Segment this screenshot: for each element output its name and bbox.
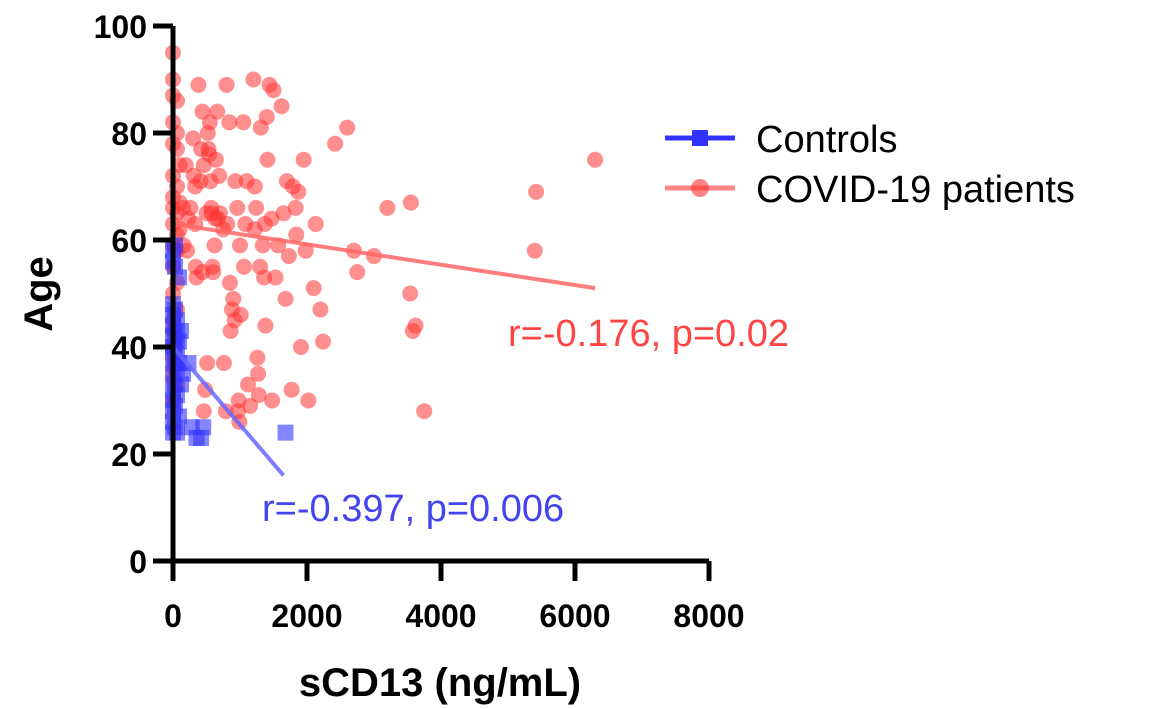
data-point-covid	[290, 183, 307, 200]
annotation-controls-correlation: r=-0.397, p=0.006	[262, 488, 564, 530]
y-tick-label: 40	[111, 330, 147, 366]
data-point-covid	[246, 178, 263, 195]
data-point-covid	[195, 403, 212, 420]
data-point-covid	[207, 151, 224, 168]
data-point-covid	[312, 301, 329, 318]
data-point-covid	[221, 114, 238, 131]
data-point-covid	[206, 237, 223, 254]
data-point-covid	[240, 376, 257, 393]
data-point-covid	[215, 355, 232, 372]
data-point-covid	[259, 151, 276, 168]
data-point-covid	[219, 215, 236, 232]
data-point-control	[173, 322, 190, 339]
data-point-covid	[287, 199, 304, 216]
data-point-covid	[307, 215, 324, 232]
data-point-covid	[258, 108, 275, 125]
data-point-covid	[379, 199, 396, 216]
data-point-covid	[300, 392, 317, 409]
y-tick-label: 20	[111, 437, 147, 473]
x-tick-label: 0	[164, 598, 182, 634]
x-axis-title: sCD13 (ng/mL)	[299, 661, 581, 705]
data-point-covid	[402, 285, 419, 302]
x-tick-label: 2000	[271, 598, 342, 634]
data-point-covid	[528, 183, 545, 200]
y-tick-label: 100	[94, 9, 147, 45]
data-point-covid	[280, 248, 297, 265]
data-point-covid	[295, 151, 312, 168]
data-point-covid	[267, 269, 284, 286]
trendlines	[171, 221, 596, 477]
data-points	[165, 44, 604, 446]
y-tick-label: 60	[111, 223, 147, 259]
legend-swatch-square	[692, 130, 708, 146]
data-point-covid	[407, 317, 424, 334]
axes: 0 20 40 60 80 100 0 2000 4000 6000 8000	[94, 9, 745, 634]
data-point-covid	[218, 76, 235, 93]
data-point-covid	[402, 194, 419, 211]
data-point-covid	[305, 280, 322, 297]
trendline-covid	[172, 221, 596, 291]
data-point-covid	[254, 237, 271, 254]
data-point-covid	[250, 365, 267, 382]
trendline-controls	[171, 345, 286, 477]
data-point-covid	[209, 103, 226, 120]
data-point-covid	[235, 114, 252, 131]
data-point-covid	[256, 269, 273, 286]
data-point-covid	[263, 210, 280, 227]
data-point-covid	[182, 199, 199, 216]
x-tick-label: 4000	[405, 598, 476, 634]
data-point-covid	[250, 387, 267, 404]
legend-item-controls: Controls	[665, 119, 898, 161]
data-point-covid	[349, 264, 366, 281]
data-point-covid	[190, 76, 207, 93]
legend: Controls COVID-19 patients	[665, 119, 1075, 211]
x-tick-label: 8000	[673, 598, 744, 634]
data-point-covid	[315, 333, 332, 350]
data-point-control	[195, 419, 212, 436]
data-point-covid	[275, 205, 292, 222]
data-point-covid	[283, 381, 300, 398]
data-point-covid	[292, 339, 309, 355]
data-point-covid	[211, 167, 228, 184]
legend-swatch-circle	[691, 179, 709, 197]
y-tick-label: 80	[111, 116, 147, 152]
data-point-covid	[249, 349, 266, 366]
data-point-covid	[339, 119, 356, 136]
data-point-covid	[288, 226, 305, 243]
data-point-covid	[277, 290, 294, 307]
data-point-control	[277, 424, 294, 441]
data-point-covid	[225, 290, 242, 307]
y-axis-title: Age	[17, 256, 61, 332]
data-point-covid	[257, 317, 274, 334]
data-point-covid	[245, 71, 262, 88]
data-point-covid	[327, 135, 344, 152]
data-point-covid	[265, 82, 282, 99]
data-point-covid	[232, 306, 249, 323]
data-point-covid	[248, 199, 265, 216]
data-point-covid	[227, 173, 244, 190]
data-point-covid	[199, 355, 216, 372]
data-point-covid	[242, 397, 259, 414]
data-point-covid	[526, 242, 543, 259]
data-point-covid	[273, 98, 290, 115]
data-point-covid	[229, 199, 246, 216]
legend-item-covid: COVID-19 patients	[665, 169, 1075, 211]
data-point-covid	[221, 274, 238, 291]
data-point-covid	[179, 242, 196, 259]
data-point-covid	[197, 381, 214, 398]
data-point-covid	[264, 392, 281, 409]
x-tick-label: 6000	[539, 598, 610, 634]
data-point-covid	[236, 258, 253, 275]
data-point-covid	[416, 403, 433, 420]
axis-lines	[170, 26, 709, 564]
data-point-covid	[587, 151, 604, 168]
legend-label-covid: COVID-19 patients	[756, 169, 1075, 211]
annotation-covid-correlation: r=-0.176, p=0.02	[508, 313, 789, 355]
legend-label-controls: Controls	[756, 119, 898, 161]
data-point-covid	[232, 237, 248, 254]
data-point-covid	[205, 264, 222, 281]
y-tick-label: 0	[129, 544, 147, 580]
